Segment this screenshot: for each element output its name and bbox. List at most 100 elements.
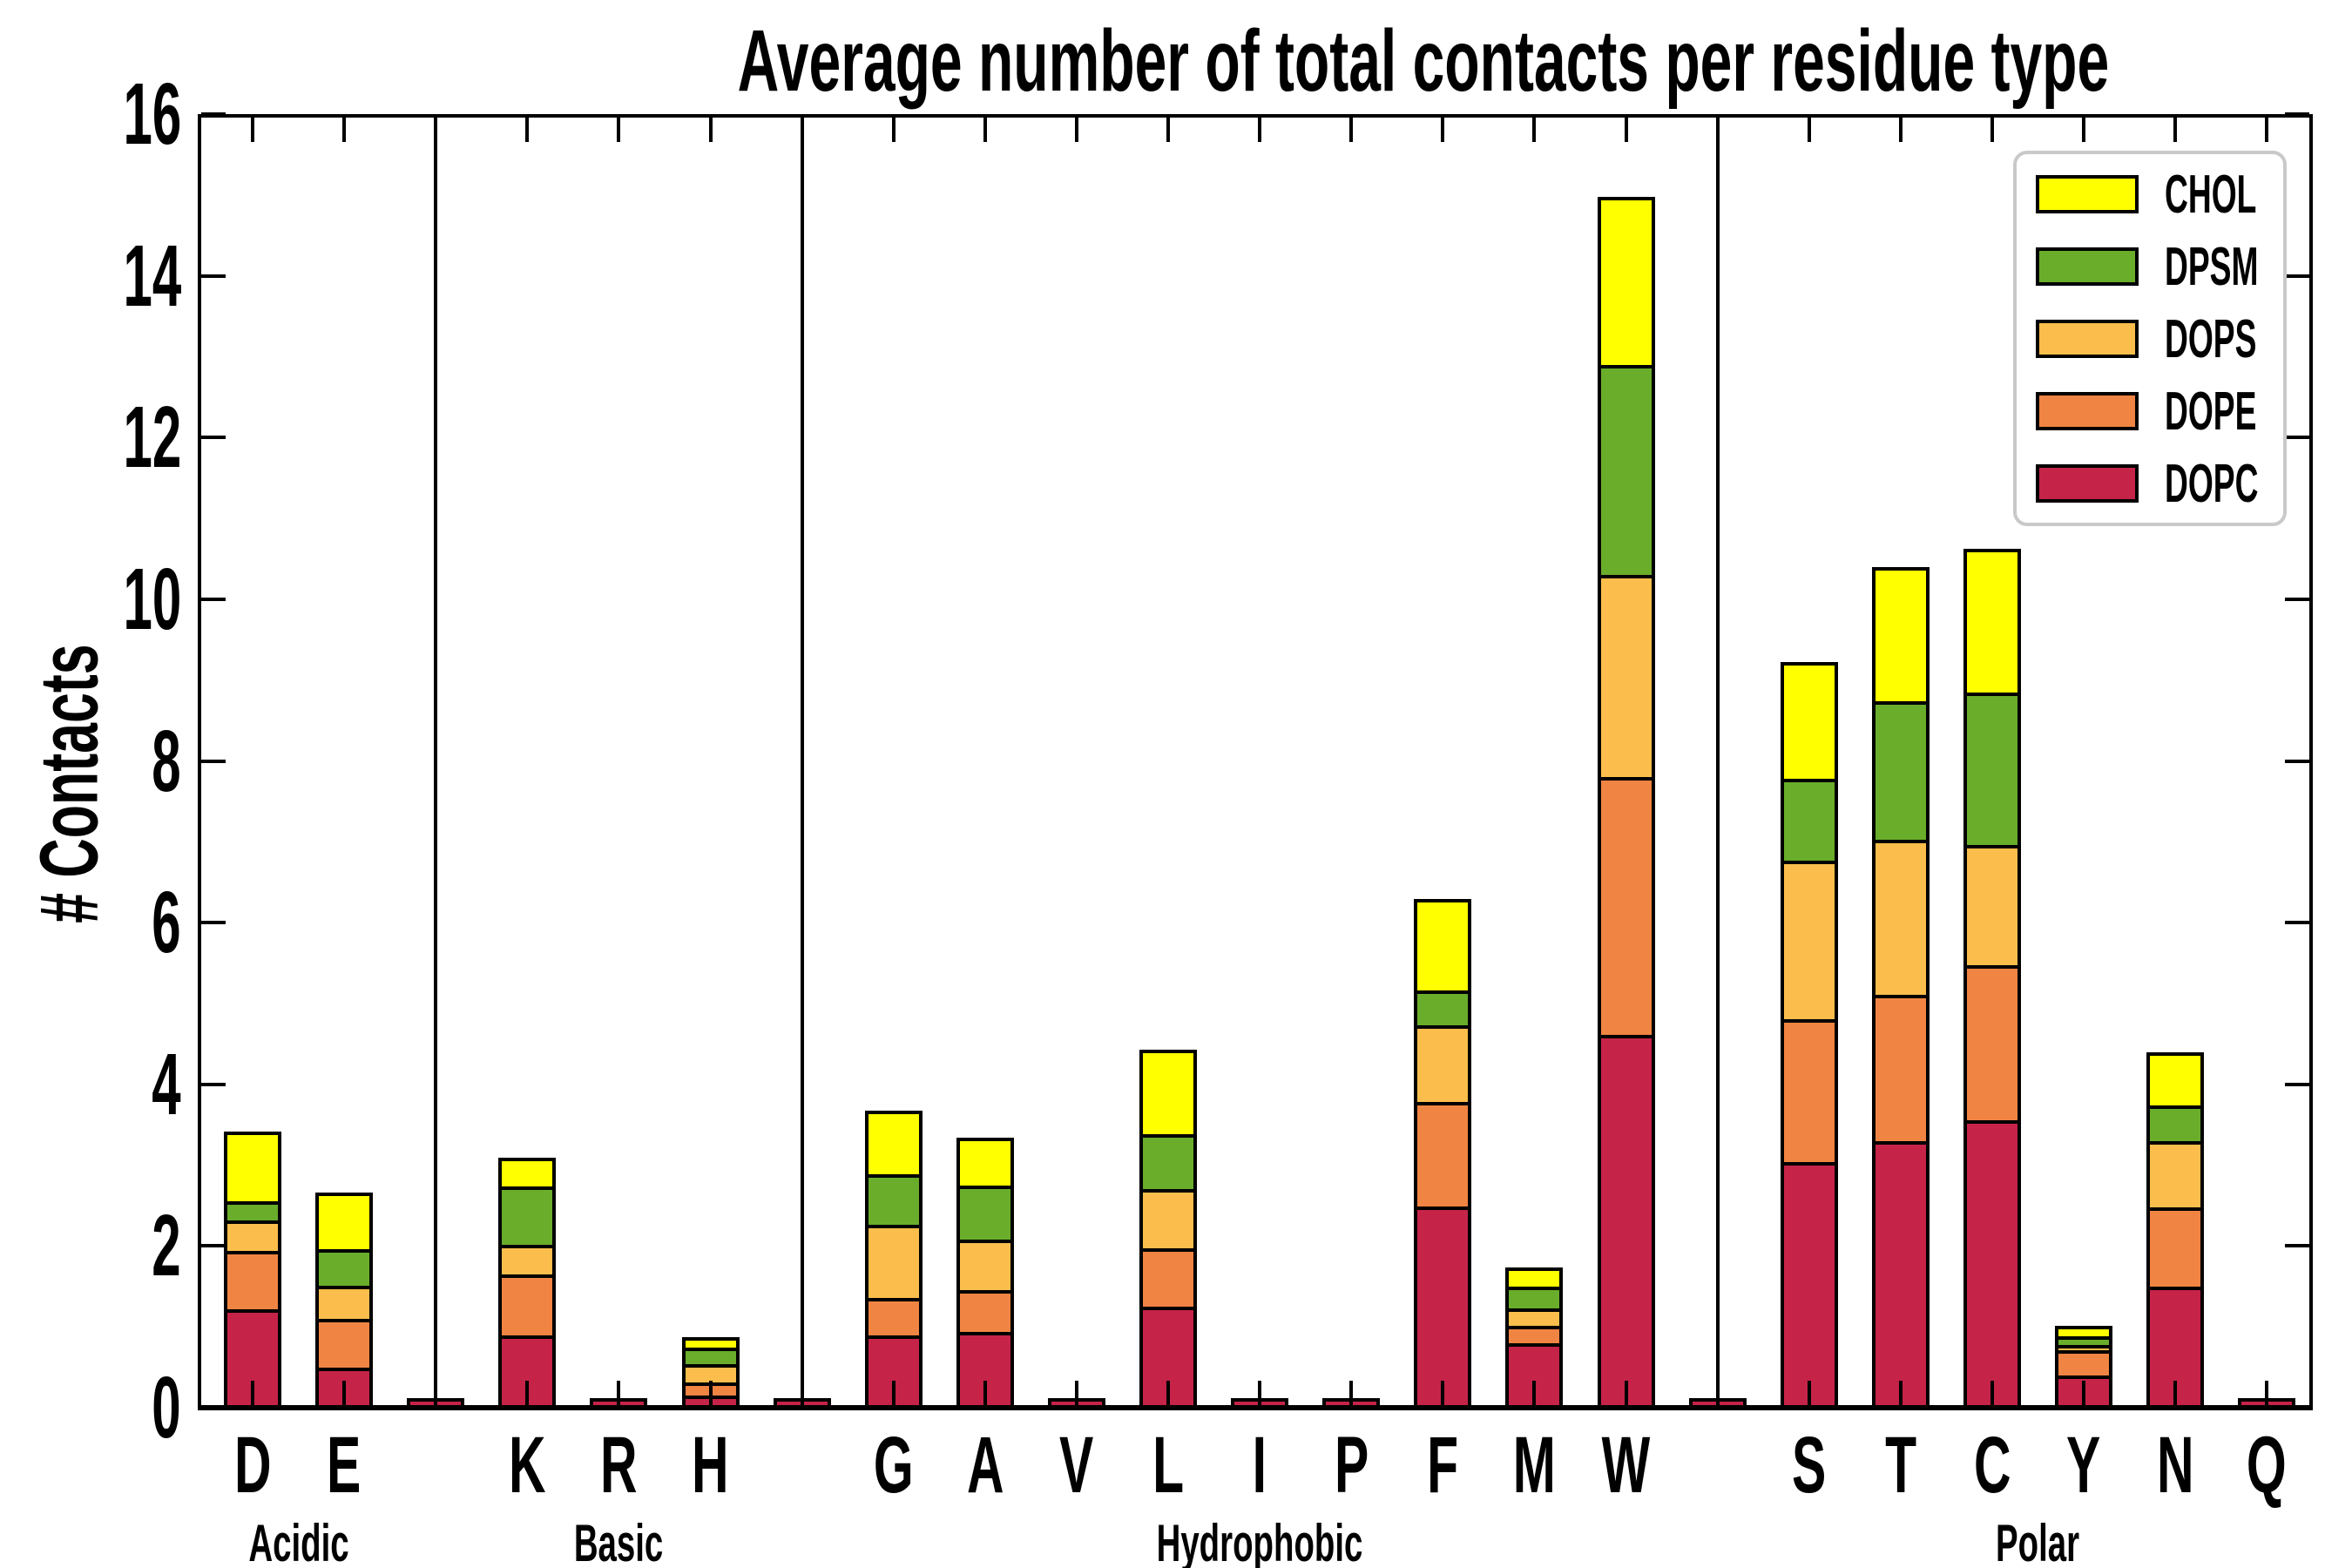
x-tick-label-text: V bbox=[1059, 1421, 1094, 1510]
x-tick-label-S: S bbox=[1740, 1425, 1879, 1505]
x-tick-label-H: H bbox=[641, 1425, 781, 1505]
x-tick-label-E: E bbox=[274, 1425, 414, 1505]
y-tick-label-text: 0 bbox=[152, 1359, 181, 1456]
x-tick-top bbox=[1074, 118, 1078, 142]
x-tick-label-T: T bbox=[1831, 1425, 1970, 1505]
x-tick-label-R: R bbox=[549, 1425, 688, 1505]
x-tick-label-text: S bbox=[1792, 1421, 1827, 1510]
y-tick-left bbox=[201, 1406, 226, 1409]
x-tick-top bbox=[1258, 118, 1262, 142]
y-tick-label: 10 bbox=[24, 556, 181, 643]
x-tick-top bbox=[525, 118, 530, 142]
bar-G-segment-DOPS bbox=[864, 1221, 923, 1301]
x-tick-bottom bbox=[708, 1381, 713, 1405]
bar-C-segment-DOPE bbox=[1963, 962, 2021, 1125]
legend-label: CHOL bbox=[2165, 168, 2318, 222]
bar-E-segment-DOPE bbox=[315, 1315, 374, 1372]
x-tick-label-F: F bbox=[1373, 1425, 1512, 1505]
chart-title: Average number of total contacts per res… bbox=[384, 16, 2126, 107]
x-tick-bottom bbox=[342, 1381, 347, 1405]
x-tick-label-text: P bbox=[1334, 1421, 1369, 1510]
y-tick-right bbox=[2285, 597, 2309, 601]
bar-L-segment-DPSM bbox=[1139, 1131, 1197, 1193]
bar-F-segment-DOPC bbox=[1414, 1202, 1472, 1409]
y-tick-right bbox=[2285, 274, 2309, 278]
group-label-text: Hydrophobic bbox=[1156, 1514, 1363, 1568]
bar-W-segment-DOPE bbox=[1597, 773, 1655, 1038]
x-tick-label-text: W bbox=[1601, 1421, 1651, 1510]
legend-entry-CHOL: CHOL bbox=[2017, 168, 2283, 227]
x-tick-label-A: A bbox=[916, 1425, 1055, 1505]
x-tick-label-text: F bbox=[1427, 1421, 1459, 1510]
x-tick-label-M: M bbox=[1464, 1425, 1604, 1505]
x-tick-bottom bbox=[1441, 1381, 1445, 1405]
bar-Y-segment-CHOL bbox=[2055, 1325, 2112, 1341]
y-tick-label: 0 bbox=[24, 1364, 181, 1451]
bar-A-segment-DOPS bbox=[956, 1235, 1014, 1294]
bar-F-segment-CHOL bbox=[1414, 898, 1472, 994]
y-tick-label: 2 bbox=[24, 1202, 181, 1289]
bar-C-segment-CHOL bbox=[1963, 548, 2021, 697]
y-tick-label: 6 bbox=[24, 879, 181, 966]
y-tick-label: 8 bbox=[24, 718, 181, 805]
y-tick-label-text: 14 bbox=[123, 226, 181, 325]
y-tick-right bbox=[2285, 921, 2309, 925]
x-tick-label-text: I bbox=[1252, 1421, 1267, 1510]
bar-N-segment-DOPS bbox=[2146, 1138, 2205, 1211]
x-tick-label-W: W bbox=[1557, 1425, 1696, 1505]
x-tick-label-text: L bbox=[1152, 1421, 1184, 1510]
bar-G-segment-CHOL bbox=[864, 1110, 923, 1178]
bar-S-segment-CHOL bbox=[1780, 661, 1838, 782]
x-tick-top bbox=[1349, 118, 1354, 142]
x-tick-bottom bbox=[525, 1381, 530, 1405]
y-tick-label-text: 10 bbox=[123, 550, 181, 648]
y-tick-right bbox=[2285, 1082, 2309, 1086]
x-tick-bottom bbox=[1166, 1381, 1170, 1405]
x-tick-label-L: L bbox=[1098, 1425, 1238, 1505]
legend-label-text: DOPS bbox=[2165, 309, 2257, 369]
x-tick-top bbox=[1532, 118, 1537, 142]
bar-S-segment-DPSM bbox=[1780, 774, 1838, 865]
x-tick-label-text: A bbox=[966, 1421, 1004, 1510]
group-label-basic: Basic bbox=[401, 1517, 836, 1568]
group-label-acidic: Acidic bbox=[81, 1517, 517, 1568]
x-tick-label-text: D bbox=[233, 1421, 272, 1510]
y-tick-label-text: 12 bbox=[123, 389, 181, 487]
bar-C-segment-DOPS bbox=[1963, 841, 2021, 970]
y-tick-right bbox=[2285, 112, 2309, 116]
x-tick-label-I: I bbox=[1190, 1425, 1329, 1505]
y-tick-right bbox=[2285, 759, 2309, 763]
x-tick-bottom bbox=[434, 1381, 438, 1405]
x-tick-top bbox=[1807, 118, 1811, 142]
bar-T-segment-DPSM bbox=[1871, 697, 1930, 844]
x-tick-bottom bbox=[1898, 1381, 1903, 1405]
bar-F-segment-DOPS bbox=[1414, 1021, 1472, 1105]
bar-E-segment-CHOL bbox=[315, 1192, 374, 1253]
y-tick-left bbox=[201, 274, 226, 278]
y-tick-left bbox=[201, 112, 226, 116]
y-tick-left bbox=[201, 597, 226, 601]
bar-T-segment-CHOL bbox=[1871, 567, 1930, 705]
x-tick-label-text: H bbox=[692, 1421, 729, 1510]
bar-T-segment-DOPE bbox=[1871, 991, 1930, 1146]
group-divider bbox=[434, 118, 438, 1405]
y-tick-right bbox=[2285, 1406, 2309, 1409]
group-label-text: Acidic bbox=[247, 1514, 349, 1568]
bar-W-segment-CHOL bbox=[1597, 197, 1655, 368]
left-spine bbox=[198, 114, 201, 1410]
bar-L-segment-DOPE bbox=[1139, 1244, 1197, 1310]
y-tick-left bbox=[201, 1244, 226, 1248]
bar-A-segment-DOPE bbox=[956, 1287, 1014, 1336]
legend-label-text: DOPC bbox=[2165, 454, 2259, 514]
y-tick-label: 4 bbox=[24, 1041, 181, 1128]
x-tick-label-text: M bbox=[1512, 1421, 1556, 1510]
group-label-hydrophobic: Hydrophobic bbox=[1042, 1517, 1477, 1568]
x-tick-top bbox=[1990, 118, 1994, 142]
y-tick-left bbox=[201, 436, 226, 440]
x-tick-top bbox=[251, 118, 254, 142]
x-tick-top bbox=[434, 118, 438, 142]
x-tick-top bbox=[1441, 118, 1445, 142]
y-tick-label-text: 6 bbox=[152, 874, 181, 972]
bar-L-segment-DOPS bbox=[1139, 1186, 1197, 1252]
legend-swatch-CHOL bbox=[2036, 175, 2139, 213]
